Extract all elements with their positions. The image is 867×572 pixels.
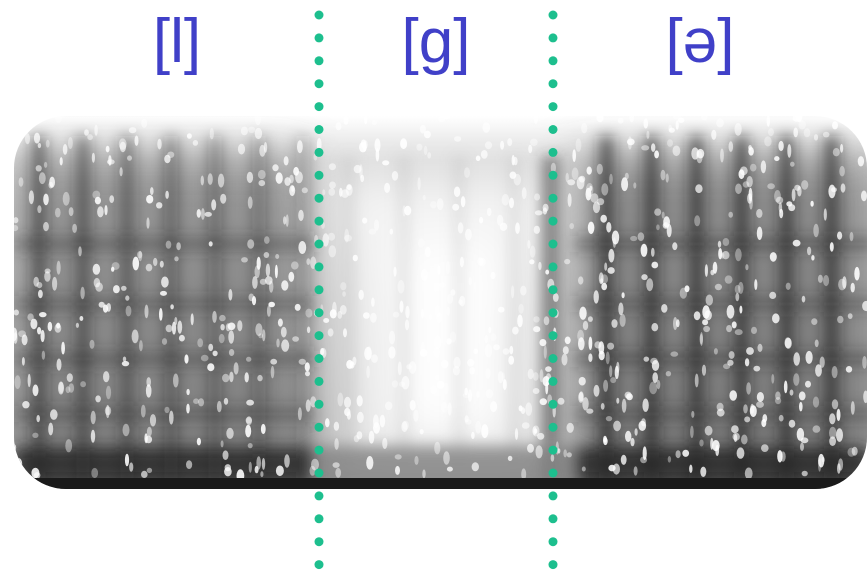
divider-dot [548,102,558,112]
divider-dot [548,79,558,89]
divider-dot [314,491,324,501]
divider-dot [314,56,324,66]
divider-dot [548,10,558,20]
divider-dot [314,537,324,547]
segment-label-schwa: [ə] [665,7,735,76]
spectrogram-body [14,116,867,489]
divider-dot [548,491,558,501]
divider-dot [314,79,324,89]
divider-dot [548,514,558,524]
segment-label-g: [g] [401,7,471,76]
divider-dot [314,514,324,524]
divider-dot [314,560,324,570]
divider-dot [314,33,324,43]
divider-dot [548,56,558,66]
divider-dot [548,33,558,43]
divider-dot [548,560,558,570]
divider-dot [548,537,558,547]
spectrogram-image [14,116,867,489]
divider-dot [314,10,324,20]
divider-dot [314,102,324,112]
segment-label-l: [l] [152,7,202,76]
